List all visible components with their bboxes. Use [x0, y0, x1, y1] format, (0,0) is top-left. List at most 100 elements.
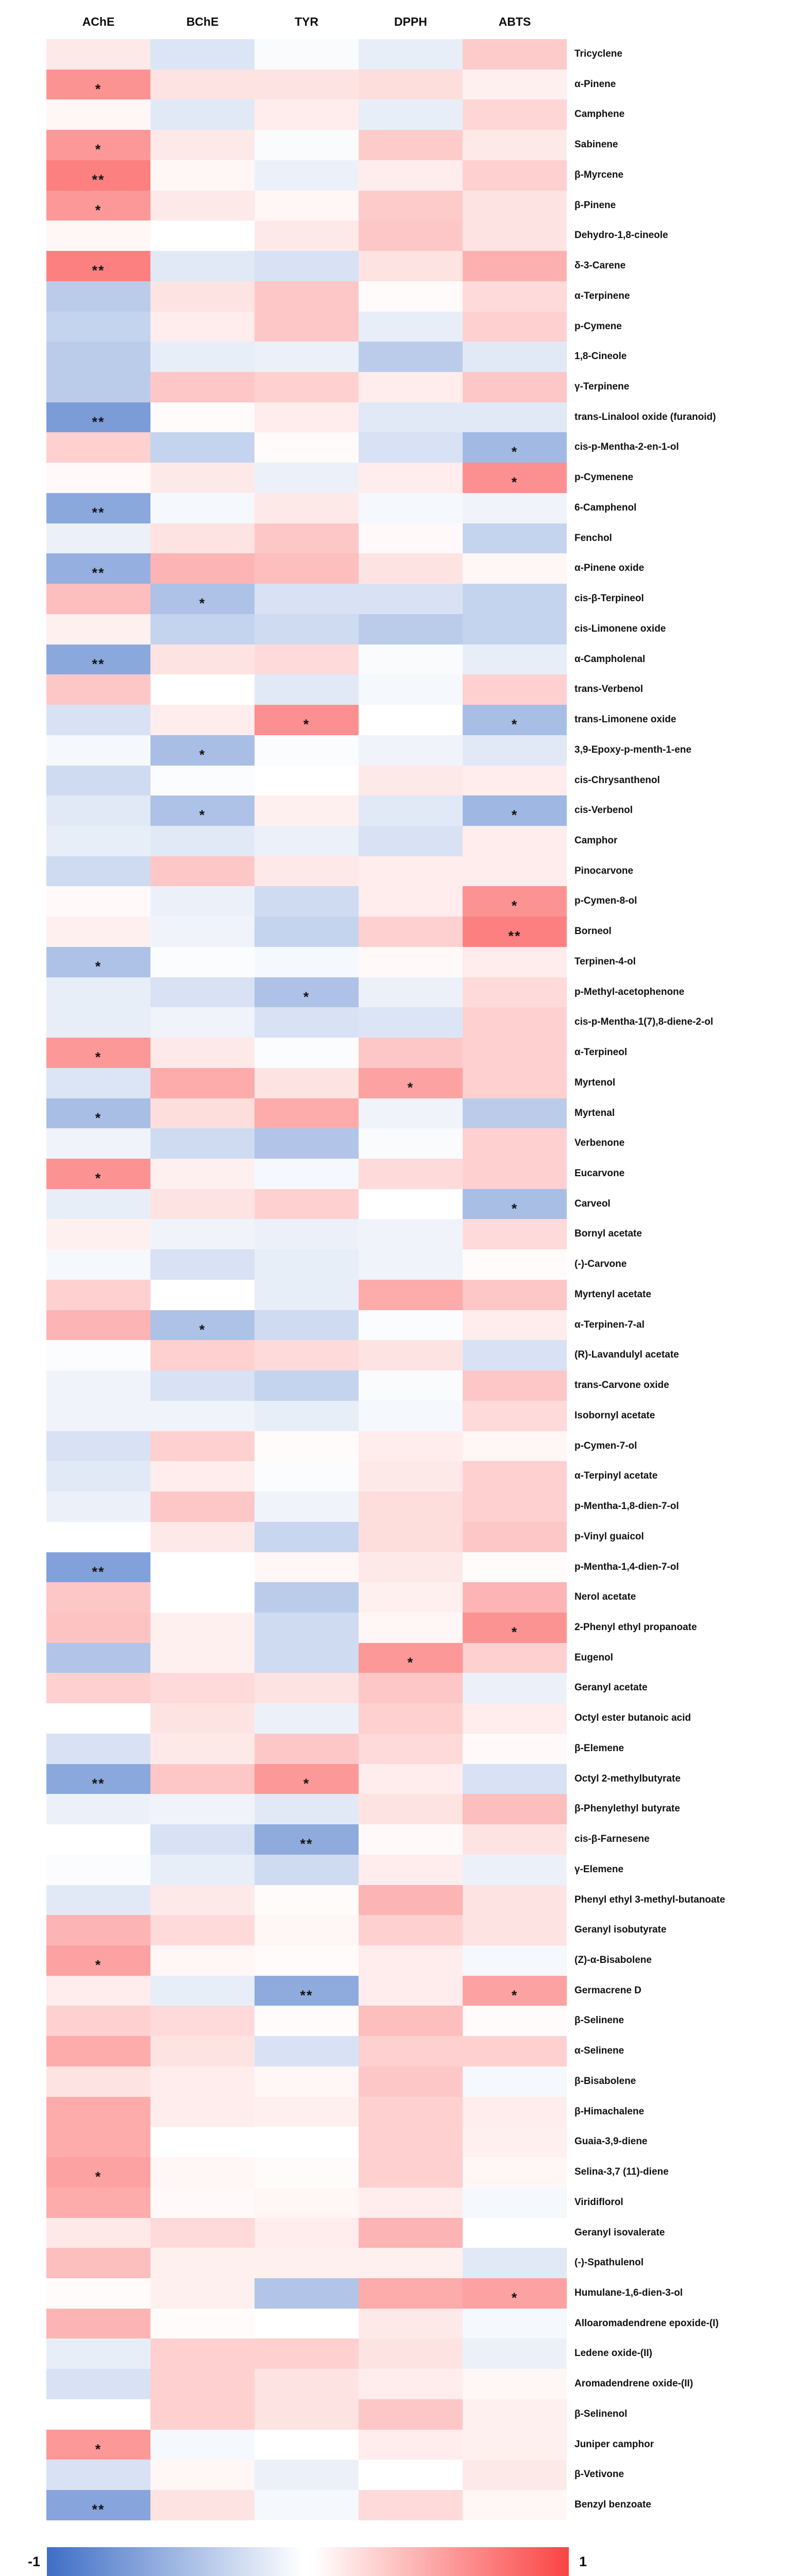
- heatmap-cell: [359, 1975, 463, 2006]
- row-label: Juniper camphor: [574, 2438, 654, 2450]
- heatmap-cell: [46, 1915, 150, 1946]
- heatmap-cell: [150, 2127, 255, 2158]
- heatmap-cell: **: [463, 917, 567, 947]
- heatmap-cell: [359, 856, 463, 887]
- heatmap-cell: [463, 99, 567, 130]
- row-label: Eucarvone: [574, 1168, 625, 1179]
- heatmap-cell: [150, 1492, 255, 1522]
- heatmap-cell: [463, 2460, 567, 2490]
- row-label: cis-β-Terpineol: [574, 593, 644, 604]
- heatmap-cell: *: [255, 705, 359, 736]
- heatmap-cell: [150, 2096, 255, 2127]
- heatmap-cell: [359, 1461, 463, 1492]
- heatmap-cell: [150, 402, 255, 433]
- heatmap-cell: [463, 1492, 567, 1522]
- heatmap-cell: [463, 2066, 567, 2097]
- heatmap-cell: *: [359, 1067, 463, 1099]
- heatmap-cell: [46, 1431, 150, 1462]
- heatmap-cell: *: [46, 1038, 150, 1069]
- row-label: Viridiflorol: [574, 2196, 623, 2208]
- heatmap-cell: [46, 372, 150, 403]
- heatmap-cell: [46, 795, 150, 826]
- heatmap-cell: [463, 1521, 567, 1552]
- significance-marker: **: [92, 504, 105, 520]
- heatmap-cell: **: [46, 160, 150, 191]
- heatmap-cell: [255, 130, 359, 161]
- heatmap-cell: [255, 2187, 359, 2218]
- heatmap-cell: [463, 1038, 567, 1069]
- heatmap-cell: [463, 311, 567, 342]
- column-header-dpph: DPPH: [394, 15, 427, 28]
- heatmap-cell: [359, 2157, 463, 2188]
- heatmap-cell: [150, 1824, 255, 1855]
- heatmap-cell: [255, 463, 359, 494]
- significance-marker: *: [95, 2169, 102, 2185]
- heatmap-cell: [255, 1279, 359, 1311]
- heatmap-cell: [359, 584, 463, 615]
- heatmap-cell: [46, 1582, 150, 1613]
- heatmap-cell: [359, 1128, 463, 1159]
- heatmap-cell: [255, 523, 359, 554]
- heatmap-cell: [255, 1673, 359, 1704]
- heatmap-cell: [463, 1098, 567, 1129]
- row-label: Germacrene D: [574, 1985, 641, 1996]
- heatmap-cell: [150, 1612, 255, 1643]
- significance-marker: *: [407, 1654, 414, 1670]
- heatmap-cell: [150, 614, 255, 645]
- row-label: (Z)-α-Bisabolene: [574, 1954, 652, 1965]
- heatmap-cell: [46, 1794, 150, 1825]
- significance-marker: **: [92, 565, 105, 581]
- heatmap-cell: *: [463, 1189, 567, 1219]
- row-label: α-Terpinyl acetate: [574, 1470, 658, 1482]
- heatmap-cell: [150, 1431, 255, 1462]
- row-label: (-)-Spathulenol: [574, 2257, 644, 2268]
- heatmap-cell: [255, 1128, 359, 1159]
- heatmap-cell: [150, 99, 255, 130]
- significance-marker: *: [95, 1110, 102, 1126]
- significance-marker: *: [199, 747, 206, 762]
- heatmap-cell: [359, 735, 463, 766]
- heatmap-cell: [463, 221, 567, 251]
- row-label: p-Mentha-1,8-dien-7-ol: [574, 1501, 679, 1512]
- significance-marker: *: [95, 142, 102, 158]
- heatmap-cell: [359, 342, 463, 372]
- significance-marker: *: [95, 2441, 102, 2457]
- heatmap-cell: [150, 251, 255, 282]
- heatmap-cell: [463, 1279, 567, 1311]
- row-label: Octyl 2-methylbutyrate: [574, 1773, 681, 1784]
- heatmap-cell: [46, 2460, 150, 2490]
- heatmap-cell: **: [255, 1824, 359, 1855]
- heatmap-cell: [150, 886, 255, 917]
- heatmap-cell: [255, 765, 359, 796]
- heatmap-cell: [359, 2460, 463, 2490]
- heatmap-cell: [255, 584, 359, 615]
- heatmap-cell: [359, 2399, 463, 2430]
- heatmap-cell: [463, 160, 567, 191]
- heatmap-cell: [463, 130, 567, 161]
- heatmap-cell: [150, 1733, 255, 1765]
- row-label: α-Campholenal: [574, 653, 646, 665]
- heatmap-cell: [255, 886, 359, 917]
- heatmap-cell: [150, 2338, 255, 2369]
- heatmap-cell: [255, 1219, 359, 1250]
- heatmap-cell: [150, 160, 255, 191]
- significance-marker: **: [92, 263, 105, 279]
- heatmap-cell: [255, 402, 359, 433]
- heatmap-cell: [255, 1945, 359, 1976]
- heatmap-cell: [150, 493, 255, 524]
- significance-marker: *: [511, 1987, 518, 2003]
- heatmap-cell: [46, 2217, 150, 2248]
- significance-marker: *: [511, 898, 518, 914]
- heatmap-cell: [150, 2308, 255, 2339]
- heatmap-cell: [359, 825, 463, 857]
- heatmap-cell: [359, 1612, 463, 1643]
- heatmap-cell: [463, 281, 567, 312]
- heatmap-cell: [463, 977, 567, 1008]
- heatmap-cell: [150, 977, 255, 1008]
- row-label: cis-Verbenol: [574, 805, 633, 816]
- row-label: Geranyl isobutyrate: [574, 1924, 667, 1936]
- heatmap-cell: [359, 372, 463, 403]
- heatmap-cell: [463, 614, 567, 645]
- row-label: Phenyl ethyl 3-methyl-butanoate: [574, 1894, 725, 1905]
